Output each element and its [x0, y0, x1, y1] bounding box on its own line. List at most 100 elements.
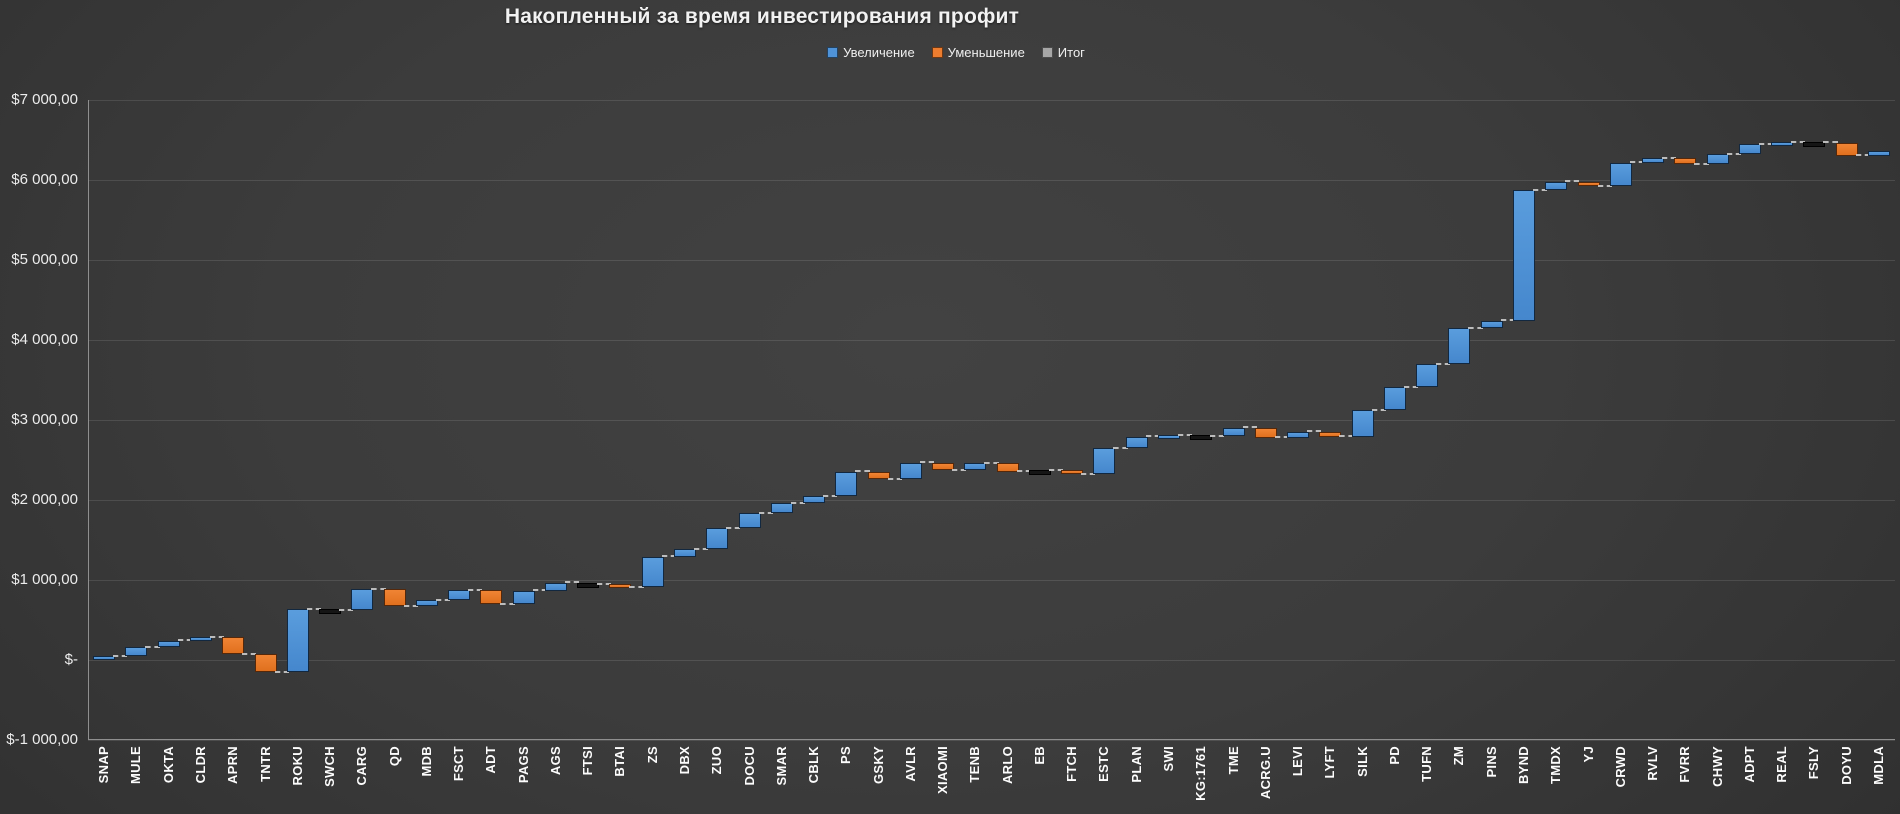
x-axis-label-LEVI: LEVI	[1290, 746, 1305, 777]
x-axis-label-SMAR: SMAR	[773, 746, 789, 786]
waterfall-bar-TME[interactable]	[1222, 427, 1245, 436]
waterfall-bar-CHWY[interactable]	[1706, 154, 1729, 164]
waterfall-bar-YJ[interactable]	[1577, 181, 1600, 187]
waterfall-bar-MDB[interactable]	[415, 600, 438, 606]
waterfall-bar-ADPT[interactable]	[1738, 144, 1761, 154]
x-axis-label-YJ: YJ	[1580, 746, 1596, 763]
waterfall-bar-LYFT[interactable]	[1319, 431, 1342, 437]
waterfall-bar-CARG[interactable]	[351, 589, 374, 610]
gridline-3000	[88, 420, 1895, 421]
waterfall-bar-FTSI[interactable]	[577, 582, 600, 588]
waterfall-bar-TENB[interactable]	[964, 463, 987, 470]
connector-line	[532, 589, 547, 592]
connector-line	[1758, 142, 1774, 145]
legend-item-decrease[interactable]: Уменьшение	[931, 45, 1025, 60]
waterfall-bar-ZUO[interactable]	[706, 528, 729, 550]
waterfall-bar-DOYU[interactable]	[1835, 142, 1858, 156]
waterfall-bar-FSLY[interactable]	[1803, 142, 1826, 148]
legend-label-total: Итог	[1057, 45, 1085, 60]
x-axis-label-DOYU: DOYU	[1838, 746, 1854, 785]
waterfall-bar-PD[interactable]	[1383, 387, 1406, 410]
waterfall-bar-CBLK[interactable]	[803, 496, 825, 504]
waterfall-bar-CRWD[interactable]	[1609, 162, 1632, 187]
waterfall-bar-APRN[interactable]	[222, 637, 245, 655]
waterfall-bar-MDLA[interactable]	[1867, 151, 1890, 156]
x-axis-label-DOCU: DOCU	[741, 746, 757, 786]
waterfall-bar-DBX[interactable]	[674, 549, 696, 557]
waterfall-bar-ZM[interactable]	[1448, 328, 1471, 364]
waterfall-bar-FVRR[interactable]	[1674, 158, 1697, 164]
waterfall-bar-DOCU[interactable]	[738, 513, 761, 529]
waterfall-bar-OKTA[interactable]	[157, 640, 180, 648]
connector-line	[242, 652, 257, 655]
waterfall-bar-SILK[interactable]	[1351, 410, 1374, 437]
waterfall-bar-TNTR[interactable]	[254, 654, 277, 673]
waterfall-bar-ACRG.U[interactable]	[1254, 427, 1277, 438]
waterfall-bar-PAGS[interactable]	[512, 590, 535, 604]
legend-swatch-decrease-icon	[931, 47, 943, 58]
connector-line	[1145, 435, 1160, 438]
connector-line	[403, 604, 418, 607]
waterfall-bar-BTAI[interactable]	[609, 584, 632, 588]
waterfall-bar-AGS[interactable]	[544, 582, 567, 591]
legend-item-total[interactable]: Итог	[1041, 45, 1085, 60]
gridline-5000	[88, 260, 1895, 261]
connector-line	[564, 581, 580, 584]
waterfall-bar-LEVI[interactable]	[1287, 431, 1309, 438]
waterfall-bar-ESTC[interactable]	[1093, 448, 1116, 474]
connector-line	[468, 588, 483, 591]
waterfall-bar-SWI[interactable]	[1158, 435, 1180, 439]
x-axis-label-FVRR: FVRR	[1677, 746, 1693, 783]
waterfall-bar-QD[interactable]	[383, 589, 406, 606]
waterfall-bar-FTCH[interactable]	[1061, 470, 1084, 474]
waterfall-bar-ZS[interactable]	[641, 556, 664, 588]
waterfall-bar-AVLR[interactable]	[899, 462, 922, 480]
waterfall-bar-PS[interactable]	[835, 471, 858, 496]
waterfall-bar-CLDR[interactable]	[189, 637, 212, 641]
x-axis-label-SWI: SWI	[1161, 746, 1176, 772]
legend-label-decrease: Уменьшение	[947, 45, 1025, 60]
waterfall-bar-TMDX[interactable]	[1545, 181, 1568, 190]
x-axis-label-GSKY: GSKY	[870, 746, 886, 785]
connector-line	[758, 511, 773, 514]
waterfall-bar-REAL[interactable]	[1771, 142, 1794, 146]
connector-line	[1791, 140, 1806, 143]
waterfall-bar-SWCH[interactable]	[319, 609, 341, 615]
x-axis-label-ESTC: ESTC	[1096, 746, 1112, 782]
x-axis-label-QD: QD	[386, 746, 402, 767]
connector-line	[1468, 326, 1483, 329]
waterfall-bar-XIAOMI[interactable]	[932, 462, 955, 470]
x-axis-label-CBLK: CBLK	[806, 746, 821, 784]
y-axis-label: $-1 000,00	[6, 731, 78, 748]
waterfall-bar-KG:1761[interactable]	[1190, 435, 1213, 441]
waterfall-bar-MULE[interactable]	[125, 647, 148, 657]
connector-line	[177, 639, 192, 642]
waterfall-bar-RVLV[interactable]	[1642, 158, 1664, 163]
waterfall-bar-TUFN[interactable]	[1416, 364, 1439, 388]
waterfall-bar-SMAR[interactable]	[770, 503, 793, 514]
x-axis-label-PAGS: PAGS	[515, 746, 531, 784]
waterfall-bar-PINS[interactable]	[1480, 320, 1503, 329]
waterfall-bar-BYND[interactable]	[1512, 190, 1535, 321]
waterfall-bar-FSCT[interactable]	[448, 590, 471, 600]
y-axis-label: $3 000,00	[11, 411, 78, 428]
waterfall-bar-EB[interactable]	[1028, 470, 1051, 476]
x-axis-label-ZUO: ZUO	[709, 746, 725, 775]
connector-line	[1210, 434, 1225, 437]
connector-line	[694, 547, 709, 550]
waterfall-bar-PLAN[interactable]	[1125, 436, 1148, 449]
waterfall-bar-ROKU[interactable]	[286, 609, 309, 673]
x-axis-label-DBX: DBX	[677, 746, 692, 775]
x-axis-label-TUFN: TUFN	[1419, 746, 1435, 782]
waterfall-bar-ARLO[interactable]	[996, 463, 1019, 472]
waterfall-bar-GSKY[interactable]	[867, 471, 890, 480]
x-axis-label-MULE: MULE	[128, 746, 144, 785]
waterfall-bar-ADT[interactable]	[480, 590, 503, 604]
x-axis-label-TNTR: TNTR	[257, 746, 273, 782]
connector-line	[661, 555, 676, 558]
connector-line	[371, 587, 386, 590]
waterfall-bar-SNAP[interactable]	[93, 656, 116, 660]
connector-line	[855, 470, 870, 473]
legend-item-increase[interactable]: Увеличение	[827, 45, 915, 60]
